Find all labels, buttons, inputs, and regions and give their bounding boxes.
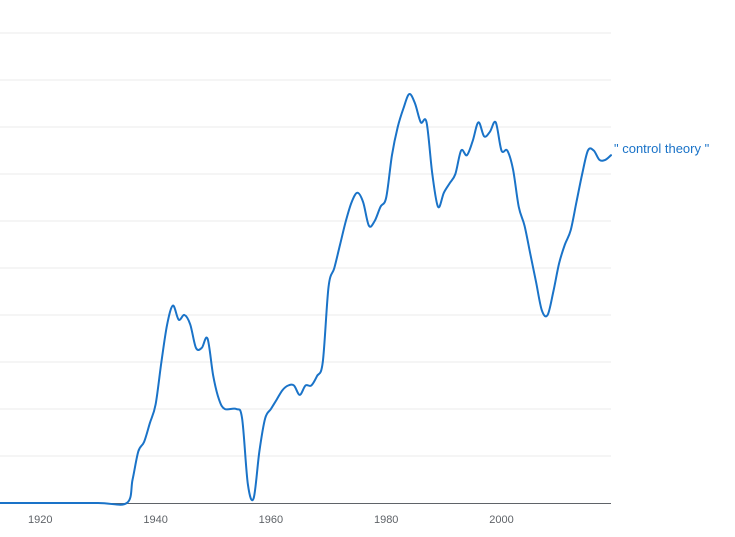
gridlines xyxy=(0,32,611,457)
series-line[interactable] xyxy=(0,93,612,506)
x-tick-label: 1980 xyxy=(374,514,398,526)
x-tick-label: 1940 xyxy=(143,514,167,526)
x-tick-label: 2000 xyxy=(489,514,513,526)
x-tick-label: 1920 xyxy=(28,514,52,526)
series-label[interactable]: " control theory " xyxy=(614,141,710,156)
x-axis-ticks: 1920 1940 1960 1980 2000 xyxy=(28,514,514,526)
series-labels: " control theory " xyxy=(614,141,710,156)
series-lines xyxy=(0,93,612,506)
x-tick-label: 1960 xyxy=(259,514,283,526)
